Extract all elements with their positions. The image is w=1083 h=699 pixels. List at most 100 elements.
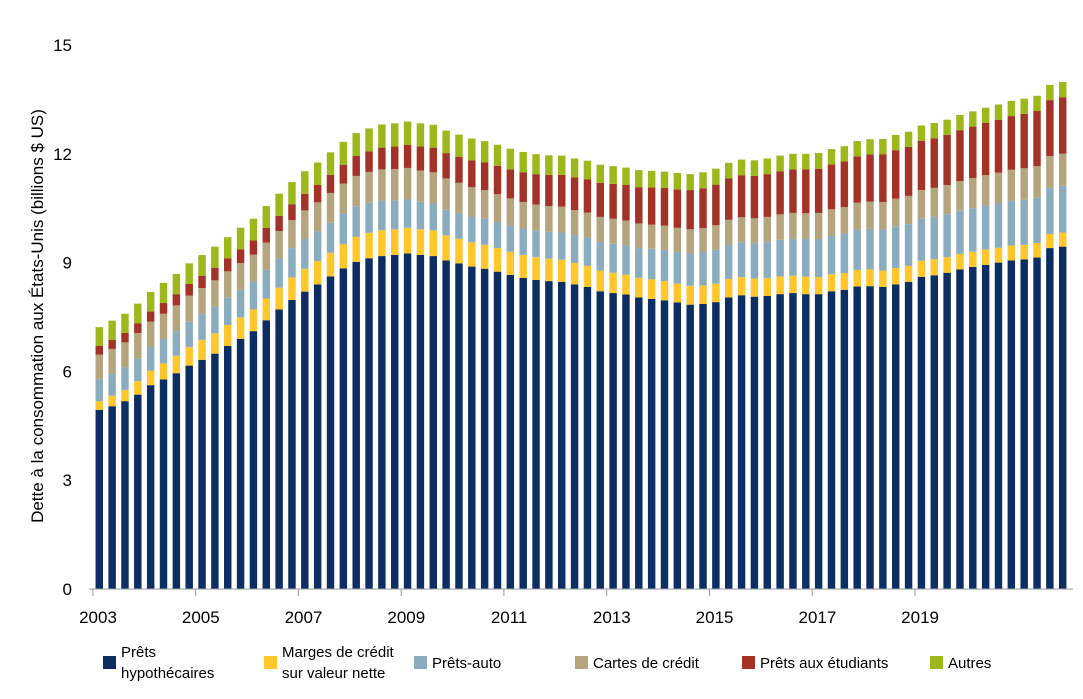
bar-cartes-de-credit [224,271,232,298]
bar-marges-de-credit-sur-valeur-nette [840,273,849,290]
bar-prets-auto [545,231,553,259]
bar-prets-hypothecaires [1020,259,1028,589]
bar-prets-auto [892,226,900,269]
legend-label: Prêts-auto [432,655,501,672]
bar-prets-auto [493,221,502,249]
bar-cartes-de-credit [545,206,553,232]
bar-prets-auto [943,214,951,258]
bar-prets-hypothecaires [969,266,977,589]
bar-prets-auto [95,379,103,402]
bar-autres [301,171,309,194]
bar-prets-hypothecaires [493,271,502,589]
bar-autres [429,124,437,148]
bar-prets-hypothecaires [455,263,463,589]
bar-prets-aux-etudiants [583,179,592,213]
bar-cartes-de-credit [1033,166,1041,198]
bar-prets-aux-etudiants [866,154,874,202]
bar-autres [647,170,656,188]
bar-marges-de-credit-sur-valeur-nette [969,251,977,267]
bar-prets-hypothecaires [699,303,707,589]
bar-prets-hypothecaires [660,300,669,589]
bar-prets-auto [673,252,682,284]
bar-prets-auto [635,248,643,278]
bar-prets-auto [956,210,964,254]
bar-prets-auto [262,269,270,299]
bar-cartes-de-credit [917,190,926,219]
bar-autres [892,134,900,151]
legend-label: Prêts [121,644,156,661]
bar-cartes-de-credit [108,348,116,374]
bar-autres [391,123,399,147]
bar-prets-hypothecaires [789,293,797,589]
bar-prets-aux-etudiants [699,188,707,229]
y-axis-title: Dette à la consommation aux États-Unis (… [28,109,47,523]
bar-prets-aux-etudiants [712,184,720,226]
x-tick-label: 2003 [79,608,117,627]
bar-prets-auto [814,239,823,278]
bar-cartes-de-credit [121,342,129,368]
bar-prets-hypothecaires [468,266,476,589]
bar-marges-de-credit-sur-valeur-nette [134,381,142,395]
bar-prets-auto [1033,197,1041,244]
bar-prets-hypothecaires [917,276,926,589]
bar-autres [596,164,604,183]
bar-cartes-de-credit [352,175,360,207]
bar-marges-de-credit-sur-valeur-nette [121,389,129,402]
bar-prets-hypothecaires [429,256,437,589]
bar-prets-hypothecaires [776,294,784,589]
bar-prets-auto [121,367,129,390]
bar-marges-de-credit-sur-valeur-nette [981,249,990,265]
bar-prets-hypothecaires [763,295,771,589]
bar-marges-de-credit-sur-valeur-nette [827,274,836,292]
bar-prets-auto [737,242,746,278]
bar-marges-de-credit-sur-valeur-nette [686,285,694,305]
bar-marges-de-credit-sur-valeur-nette [1033,243,1041,258]
bar-autres [288,182,296,205]
bar-cartes-de-credit [866,201,874,229]
bar-cartes-de-credit [660,225,669,250]
y-axis-ticks: 0 3 6 9 12 15 [53,36,72,599]
bar-prets-auto [172,331,181,356]
bar-autres [737,159,746,176]
bar-marges-de-credit-sur-valeur-nette [493,248,502,272]
bar-marges-de-credit-sur-valeur-nette [892,268,900,285]
bar-prets-aux-etudiants [558,174,566,207]
bar-marges-de-credit-sur-valeur-nette [391,229,399,255]
bar-cartes-de-credit [468,187,476,217]
bar-prets-hypothecaires [802,294,810,589]
bar-autres [789,153,797,170]
bar-marges-de-credit-sur-valeur-nette [172,355,181,374]
bar-prets-hypothecaires [545,281,553,589]
bar-prets-hypothecaires [827,291,836,589]
bar-prets-aux-etudiants [365,151,373,172]
bar-prets-auto [185,321,193,348]
bar-prets-aux-etudiants [635,187,643,224]
bar-marges-de-credit-sur-valeur-nette [583,265,592,287]
bar-prets-hypothecaires [313,284,322,589]
bar-prets-hypothecaires [506,274,515,589]
bar-prets-hypothecaires [262,320,270,589]
bar-cartes-de-credit [981,175,990,206]
bar-prets-aux-etudiants [301,193,309,211]
bar-prets-aux-etudiants [892,150,900,199]
bar-autres [211,246,219,268]
legend-label: Cartes de crédit [593,655,700,672]
bar-prets-aux-etudiants [378,147,386,170]
bar-prets-aux-etudiants [249,240,258,255]
bar-prets-hypothecaires [994,262,1003,589]
bar-autres [904,131,913,147]
bar-prets-auto [236,289,245,318]
bar-cartes-de-credit [262,242,270,270]
bar-autres [378,124,386,148]
bar-cartes-de-credit [1046,155,1054,188]
bar-prets-auto [313,231,322,262]
bar-prets-auto [1007,200,1016,246]
bar-prets-aux-etudiants [956,130,964,181]
bar-marges-de-credit-sur-valeur-nette [776,276,784,295]
bar-cartes-de-credit [146,321,155,348]
bar-prets-auto [776,239,784,277]
bar-prets-auto [622,245,630,275]
bar-prets-aux-etudiants [108,339,116,349]
bar-autres [1059,81,1067,98]
bar-cartes-de-credit [429,172,437,204]
